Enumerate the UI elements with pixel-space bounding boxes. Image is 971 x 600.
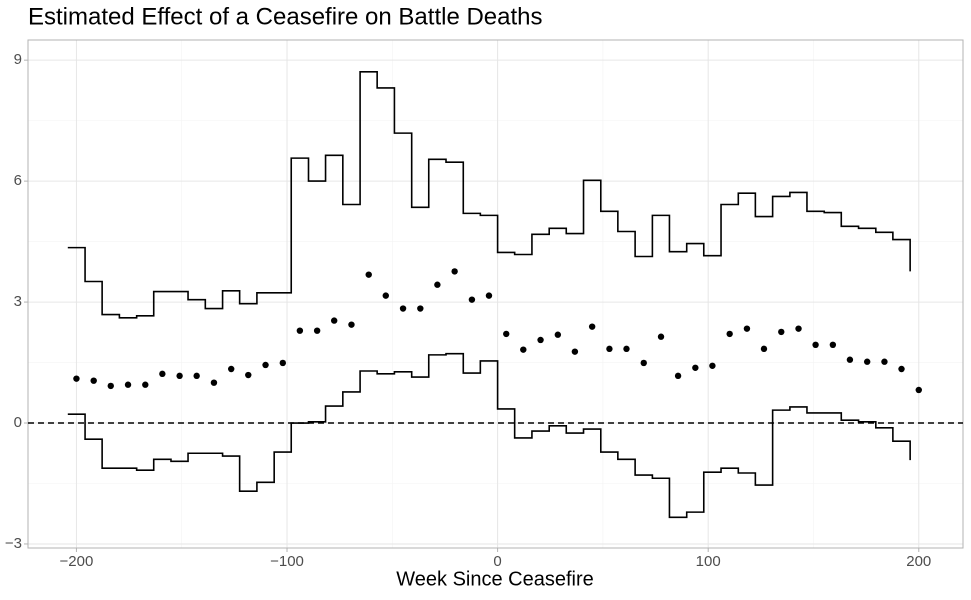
point xyxy=(606,345,613,353)
point xyxy=(296,327,304,334)
point xyxy=(760,345,768,353)
point xyxy=(674,372,682,380)
y-tick-label: 0 xyxy=(14,414,22,431)
point xyxy=(588,323,596,330)
point xyxy=(829,341,837,348)
panel-border xyxy=(27,39,964,549)
point xyxy=(640,359,647,367)
point xyxy=(90,377,97,384)
point xyxy=(210,379,218,386)
point xyxy=(348,321,355,328)
point xyxy=(73,375,80,382)
step-line xyxy=(67,71,911,319)
point xyxy=(623,345,630,353)
point xyxy=(313,327,321,334)
x-tick-label: −100 xyxy=(270,553,304,570)
point xyxy=(468,296,476,303)
point xyxy=(159,370,166,378)
point xyxy=(503,330,510,338)
point xyxy=(434,281,441,288)
point xyxy=(743,325,751,332)
point xyxy=(262,361,269,369)
point xyxy=(898,365,905,373)
x-tick-label: 200 xyxy=(906,553,931,570)
point xyxy=(915,386,922,394)
x-tick-label: 100 xyxy=(696,553,721,570)
chart-title: Estimated Effect of a Ceasefire on Battl… xyxy=(28,3,543,30)
x-axis-label: Week Since Ceasefire xyxy=(396,568,594,590)
x-tick-label: −200 xyxy=(60,553,94,570)
point xyxy=(846,356,854,363)
point xyxy=(812,341,819,348)
point xyxy=(142,381,149,388)
point xyxy=(176,372,183,380)
point xyxy=(124,381,132,388)
point xyxy=(778,328,785,336)
point xyxy=(726,330,733,338)
point xyxy=(571,348,579,355)
x-tick-label: 0 xyxy=(493,553,501,570)
point xyxy=(399,305,407,312)
point xyxy=(485,292,493,299)
point xyxy=(365,271,372,278)
point xyxy=(863,358,871,365)
point xyxy=(709,362,716,369)
point xyxy=(193,372,200,380)
point xyxy=(417,305,424,312)
y-tick-label: 3 xyxy=(14,293,22,310)
point xyxy=(795,325,802,332)
point xyxy=(228,365,235,373)
y-tick-label: 6 xyxy=(14,172,22,189)
point xyxy=(520,346,527,353)
point xyxy=(692,364,699,371)
point xyxy=(881,358,888,365)
step-line xyxy=(67,352,911,519)
point xyxy=(657,333,665,340)
y-tick-label: −3 xyxy=(5,535,22,552)
point xyxy=(279,359,287,367)
point xyxy=(537,336,544,344)
point xyxy=(554,331,562,338)
point xyxy=(382,292,389,299)
point xyxy=(330,317,338,324)
point xyxy=(451,268,458,275)
point xyxy=(245,371,252,379)
y-tick-label: 9 xyxy=(14,51,22,68)
point xyxy=(107,382,114,390)
